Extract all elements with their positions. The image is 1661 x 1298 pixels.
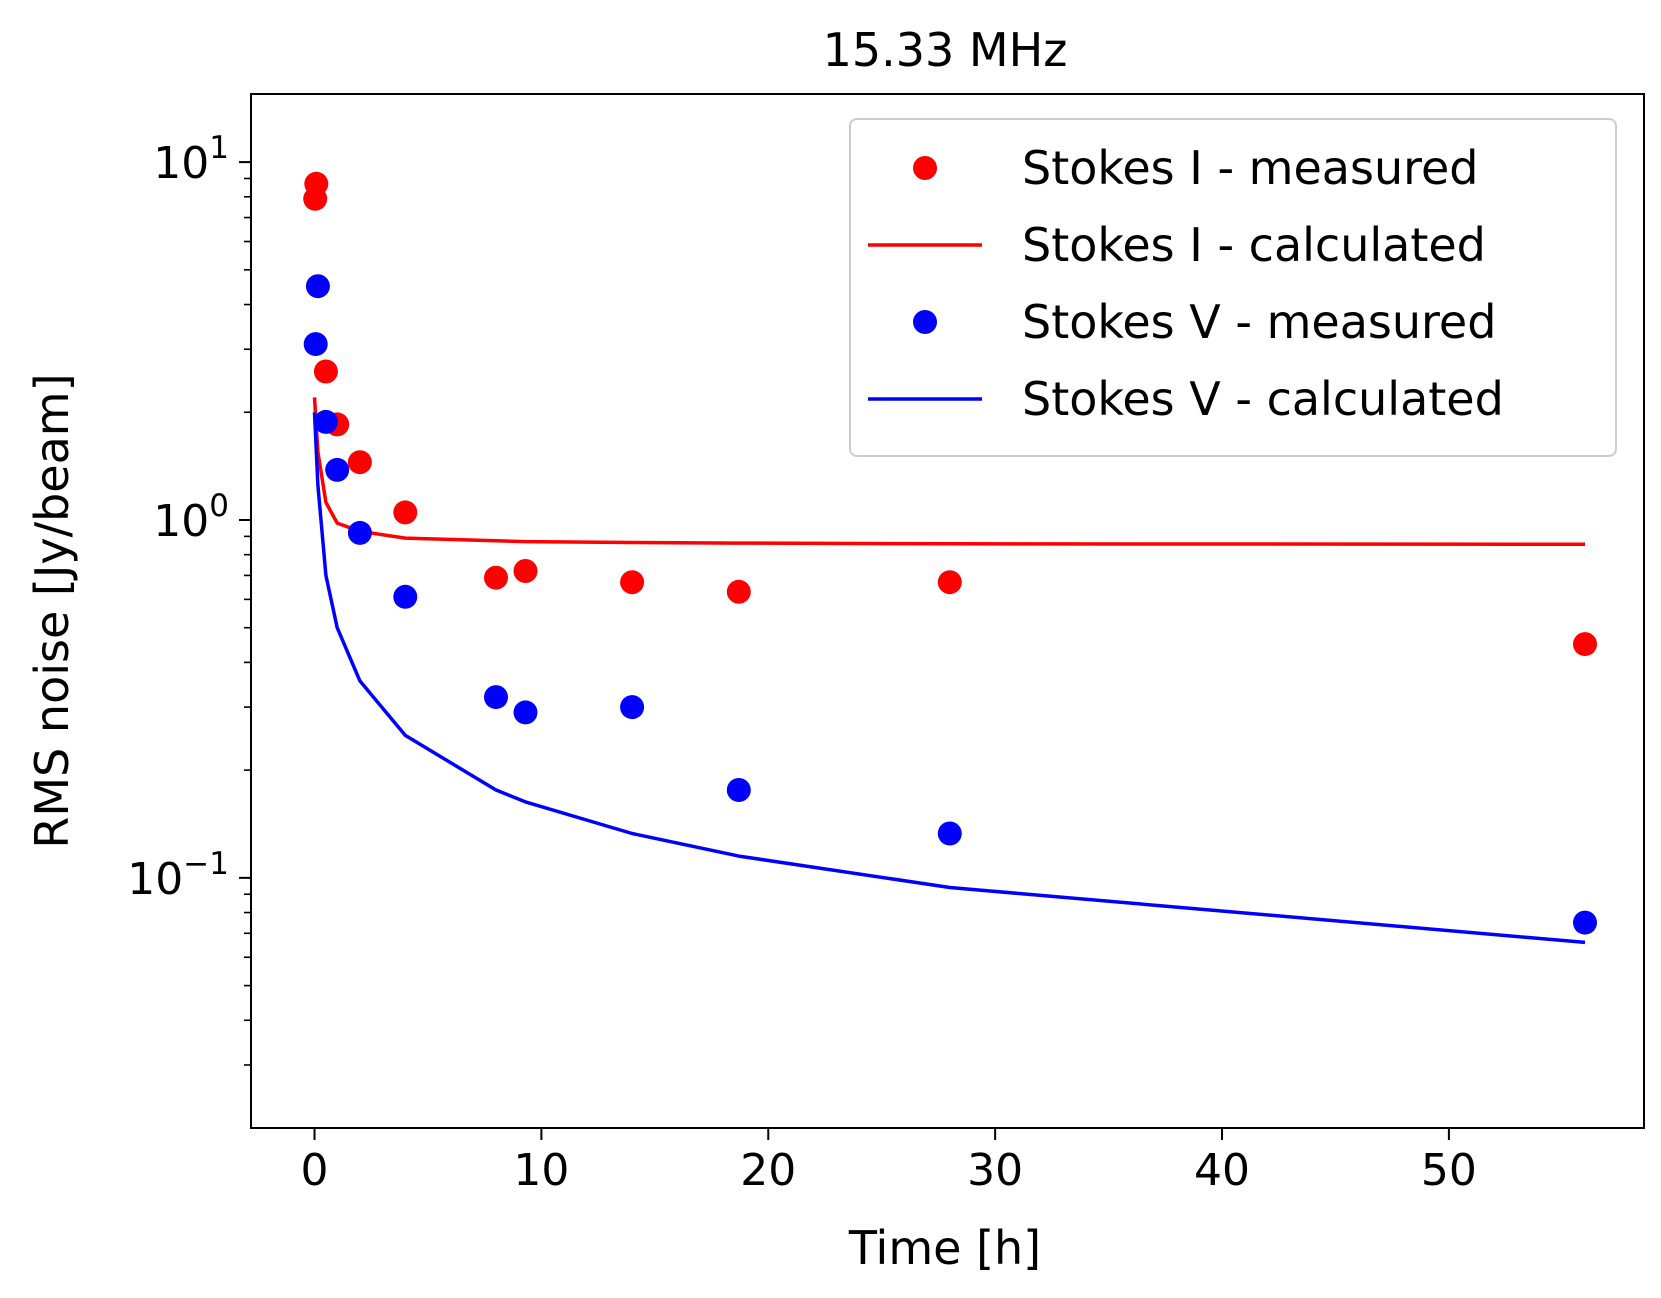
data-point-2-0 <box>305 274 330 299</box>
x-tick-label: 50 <box>1421 1145 1477 1196</box>
data-point-0-11 <box>1573 632 1597 657</box>
data-point-2-8 <box>620 695 645 720</box>
legend-label-1: Stokes I - calculated <box>1022 218 1486 272</box>
data-point-0-2 <box>313 359 338 384</box>
x-tick-label: 0 <box>301 1145 329 1196</box>
legend: Stokes I - measured Stokes I - calculated… <box>849 118 1617 457</box>
legend-box <box>849 118 1617 457</box>
series-line-1 <box>312 397 1586 547</box>
data-point-0-5 <box>393 500 418 525</box>
legend-marker-0 <box>913 156 937 180</box>
x-axis-label: Time [h] <box>848 1221 1041 1275</box>
legend-label-2: Stokes V - measured <box>1022 295 1496 349</box>
data-point-2-4 <box>347 520 372 545</box>
data-point-0-4 <box>347 450 372 475</box>
data-point-0-1 <box>303 186 328 211</box>
series-line-3 <box>312 412 1586 945</box>
x-tick-label: 10 <box>513 1145 569 1196</box>
data-point-0-6 <box>484 565 508 590</box>
axes-frame <box>250 93 1645 1129</box>
data-point-0-8 <box>620 570 645 595</box>
y-axis: 10−1 100 101 <box>127 130 251 1066</box>
y-axis-label: RMS noise [Jy/beam] <box>25 373 79 848</box>
data-point-2-5 <box>393 584 418 609</box>
plot-area <box>303 171 1597 945</box>
x-tick-label: 20 <box>740 1145 796 1196</box>
y-tick-label: 100 <box>153 488 229 547</box>
data-point-2-2 <box>313 409 338 434</box>
legend-marker-2 <box>913 310 937 334</box>
y-tick-label: 10−1 <box>127 846 229 905</box>
x-tick-label: 40 <box>1194 1145 1250 1196</box>
x-axis: 0 10 20 30 40 50 <box>301 1128 1477 1196</box>
data-point-2-11 <box>1573 910 1597 935</box>
data-point-0-7 <box>513 559 538 583</box>
chart-title: 15.33 MHz <box>823 23 1068 77</box>
x-tick-label: 30 <box>967 1145 1023 1196</box>
y-tick-label: 101 <box>153 130 229 189</box>
data-point-2-10 <box>937 821 962 846</box>
data-point-2-9 <box>726 778 751 802</box>
data-point-2-7 <box>513 700 538 725</box>
data-point-2-3 <box>325 457 350 482</box>
data-point-0-9 <box>726 579 751 604</box>
data-point-2-1 <box>303 332 328 357</box>
legend-label-3: Stokes V - calculated <box>1022 372 1504 426</box>
legend-label-0: Stokes I - measured <box>1022 141 1479 195</box>
data-point-0-10 <box>937 570 962 595</box>
data-point-2-6 <box>484 685 508 710</box>
